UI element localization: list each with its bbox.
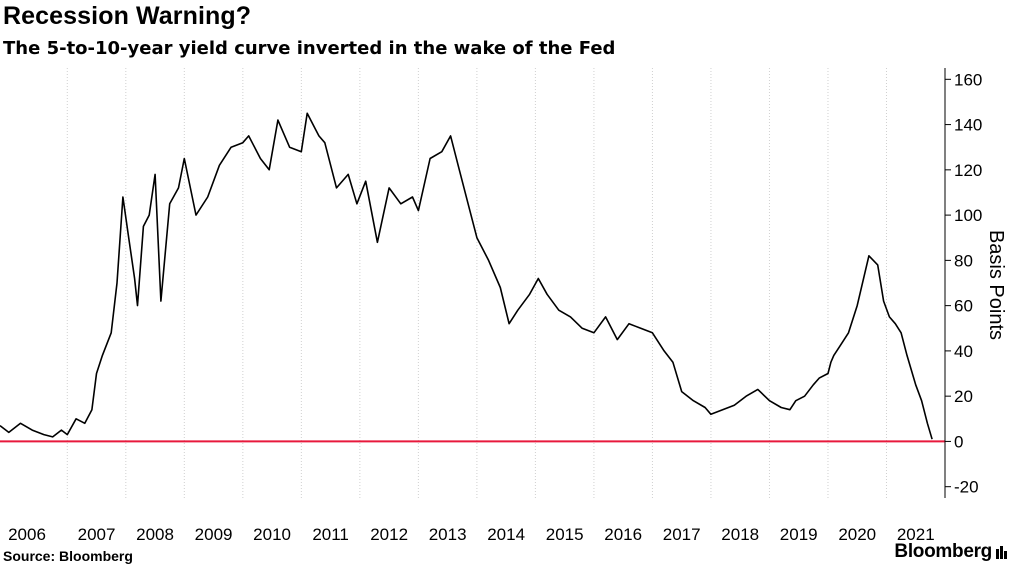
gridlines [66,68,887,498]
y-tick-label: 80 [954,251,973,270]
chart-subtitle: The 5-to-10-year yield curve inverted in… [3,38,616,59]
source-note: Source: Bloomberg [3,548,133,564]
x-tick-label: 2011 [312,525,349,544]
brand-logo-text: Bloomberg [894,541,992,562]
y-axis-label: Basis Points [985,230,1007,340]
x-tick-label: 2020 [838,525,876,544]
x-tick-label: 2013 [429,525,467,544]
x-tick-label: 2019 [780,525,818,544]
y-tick-label: 160 [954,70,982,89]
y-tick-label: 40 [954,342,973,361]
y-tick-label: 100 [954,206,982,225]
x-tick-label: 2018 [721,525,759,544]
y-tick-label: 60 [954,297,973,316]
bloomberg-terminal-icon [996,546,1007,559]
y-tick-label: 120 [954,161,982,180]
x-tick-label: 2016 [604,525,642,544]
y-tick-label: 140 [954,116,982,135]
x-tick-label: 2021 [897,525,935,544]
x-tick-label: 2010 [253,525,291,544]
series-line [0,112,933,440]
x-tick-label: 2009 [195,525,233,544]
y-axis-ticks: 160 140 120 100 80 60 40 20 0 -20 [945,70,982,497]
x-tick-label: 2012 [370,525,408,544]
y-tick-label: 0 [954,432,963,451]
x-tick-label: 2017 [663,525,701,544]
x-tick-label: 2015 [546,525,584,544]
y-tick-label: 20 [954,387,973,406]
y-tick-label: -20 [954,478,979,497]
x-tick-label: 2014 [487,525,525,544]
chart-title: Recession Warning? [3,2,252,30]
x-tick-label: 2008 [136,525,174,544]
x-tick-label: 2006 [8,525,46,544]
x-tick-label: 2007 [78,525,116,544]
x-axis-ticks: 2006 2007 2008 2009 2010 2011 2012 2013 2014 2015… [8,525,935,544]
